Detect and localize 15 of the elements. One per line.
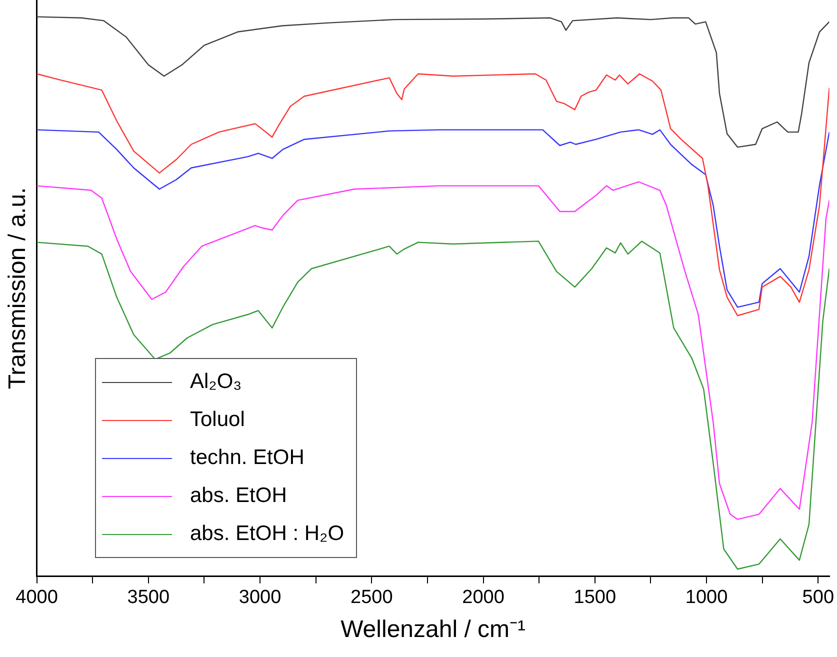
x-tick-label: 1000 — [685, 587, 728, 608]
legend-label: Al₂O₃ — [190, 370, 242, 394]
x-tick-label: 2000 — [462, 587, 504, 608]
y-axis-title: Transmission / a.u. — [4, 187, 32, 390]
x-tick-label: 500 — [802, 587, 834, 608]
x-tick-label: 4000 — [16, 587, 58, 608]
legend-label: techn. EtOH — [190, 446, 304, 470]
x-axis-title: Wellenzahl / cm⁻¹ — [340, 616, 526, 644]
legend-label: abs. EtOH : H₂O — [190, 522, 344, 546]
x-tick-label: 3500 — [127, 587, 170, 608]
legend-label: abs. EtOH — [190, 484, 287, 508]
x-tick-label: 1500 — [574, 587, 616, 608]
legend-label: Toluol — [190, 408, 245, 432]
x-tick-label: 2500 — [350, 587, 393, 608]
x-tick-label: 3000 — [238, 587, 282, 608]
